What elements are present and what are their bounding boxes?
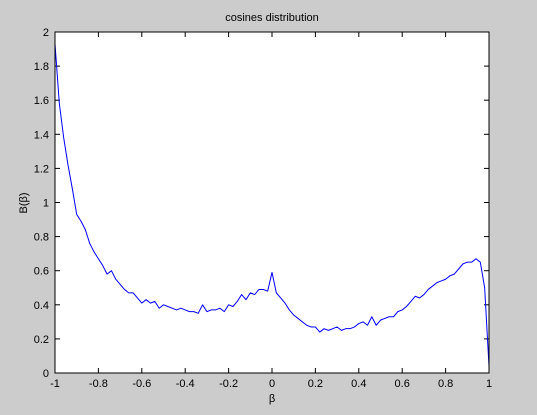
plot-area [54,43,490,367]
y-tick-label: 0 [43,368,49,380]
y-tick-label: 1 [43,198,49,210]
x-tick-label: 0 [269,378,275,390]
y-tick-label: 2 [43,27,49,39]
y-tick-label: 1.6 [34,95,49,107]
y-tick-label: 0.4 [34,300,49,312]
x-tick-label: -0.8 [89,378,108,390]
y-tick-label: 0.2 [34,334,49,346]
x-tick-label: 0.4 [351,378,366,390]
y-tick-label: 1.2 [34,163,49,175]
axes-frame [54,31,490,374]
x-tick-label: 0.2 [308,378,323,390]
x-tick-label: -1 [50,378,60,390]
axes-background [55,32,489,373]
x-axis-label: β [269,393,275,405]
y-tick-label: 0.8 [34,232,49,244]
x-tick-label: 1 [486,378,492,390]
x-tick-label: -0.2 [219,378,238,390]
x-tick-label: -0.4 [176,378,195,390]
chart-title: cosines distribution [225,12,319,24]
x-tick-label: 0.6 [395,378,410,390]
y-axis-label: B(β) [18,193,30,214]
y-tick-label: 1.8 [34,61,49,73]
y-tick-label: 0.6 [34,266,49,278]
x-tick-label: -0.6 [132,378,151,390]
x-tick-label: 0.8 [438,378,453,390]
y-tick-label: 1.4 [34,129,49,141]
series-line [54,43,490,367]
